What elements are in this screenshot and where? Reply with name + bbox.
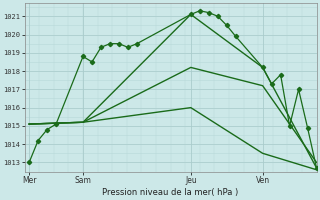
X-axis label: Pression niveau de la mer( hPa ): Pression niveau de la mer( hPa ) [102, 188, 239, 197]
